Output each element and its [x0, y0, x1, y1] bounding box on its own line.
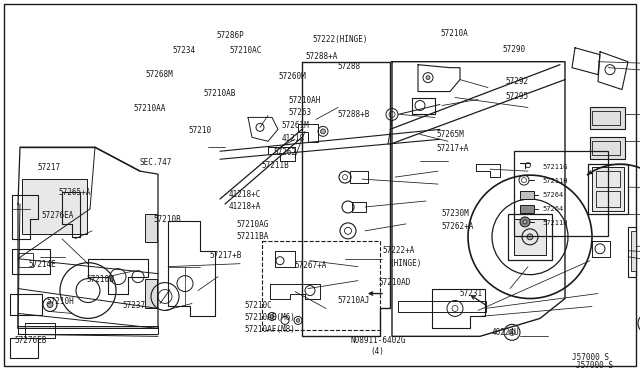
Bar — [145, 279, 157, 308]
Text: 57230M: 57230M — [442, 209, 469, 218]
Circle shape — [426, 76, 430, 80]
Text: 57260M: 57260M — [278, 72, 306, 81]
Text: 57262+A: 57262+A — [442, 222, 474, 231]
Text: 57210AA: 57210AA — [133, 105, 166, 113]
Text: SEC.747: SEC.747 — [140, 158, 172, 167]
Bar — [592, 141, 620, 155]
Bar — [590, 108, 625, 129]
Bar — [631, 231, 636, 271]
Text: 57211B: 57211B — [261, 161, 289, 170]
Text: 57276EB: 57276EB — [14, 336, 47, 345]
Text: 57263: 57263 — [288, 108, 311, 117]
Text: 57210AJ: 57210AJ — [338, 296, 371, 305]
Bar — [590, 137, 625, 159]
Text: 41218: 41218 — [282, 134, 305, 143]
Bar — [10, 338, 38, 358]
Text: 57264: 57264 — [542, 192, 563, 198]
Text: 57231: 57231 — [460, 289, 483, 298]
Text: 57210AF(M8): 57210AF(M8) — [244, 325, 295, 334]
Text: 57210A: 57210A — [440, 29, 468, 38]
Text: 57210H: 57210H — [46, 297, 74, 306]
Bar — [514, 151, 608, 236]
Text: 57288+B: 57288+B — [338, 110, 371, 119]
Text: 57265+A: 57265+A — [59, 188, 92, 197]
Bar — [592, 167, 624, 211]
Text: 57264: 57264 — [542, 206, 563, 212]
Text: 57210AC: 57210AC — [229, 46, 262, 55]
Text: 57295: 57295 — [506, 92, 529, 101]
Bar — [22, 179, 87, 234]
Bar — [596, 171, 620, 187]
Text: 57261M: 57261M — [282, 121, 309, 131]
Text: 57222(HINGE): 57222(HINGE) — [312, 35, 368, 44]
Circle shape — [47, 301, 53, 308]
Text: 57210AB: 57210AB — [204, 89, 236, 98]
Text: 57222+A: 57222+A — [383, 246, 415, 255]
Circle shape — [520, 217, 530, 227]
Text: 57211H: 57211H — [542, 178, 568, 184]
Bar — [145, 214, 157, 242]
Text: 57214E: 57214E — [29, 260, 56, 269]
Text: 57288: 57288 — [338, 62, 361, 71]
Circle shape — [527, 234, 533, 240]
Bar — [10, 294, 42, 315]
Text: 57290: 57290 — [502, 45, 525, 54]
Bar — [628, 227, 636, 277]
Text: 57210W: 57210W — [86, 275, 114, 284]
Bar — [514, 219, 546, 255]
Text: 41218+C: 41218+C — [229, 189, 262, 199]
Text: 57210C: 57210C — [244, 301, 272, 310]
Bar — [596, 191, 620, 207]
Circle shape — [511, 331, 513, 333]
Text: 41218+A: 41218+A — [229, 202, 262, 211]
Text: 57286P: 57286P — [216, 32, 244, 41]
Text: 57288+A: 57288+A — [306, 52, 339, 61]
Text: 57210AH: 57210AH — [288, 96, 321, 105]
Bar — [18, 253, 33, 267]
Text: 57267+A: 57267+A — [294, 261, 327, 270]
Text: 57210AD: 57210AD — [379, 278, 412, 287]
Text: 57217+B: 57217+B — [210, 251, 243, 260]
Text: 57211G: 57211G — [542, 164, 568, 170]
Text: 57210: 57210 — [189, 126, 212, 135]
Text: 40224U: 40224U — [492, 328, 519, 337]
Circle shape — [296, 318, 300, 322]
Bar — [520, 191, 534, 199]
Text: 57262: 57262 — [274, 148, 297, 157]
Bar — [262, 241, 380, 330]
Text: 57211H: 57211H — [542, 220, 568, 226]
Bar — [508, 214, 552, 260]
Text: 57210AG: 57210AG — [237, 220, 269, 229]
Text: 57234: 57234 — [173, 46, 196, 55]
Text: 57217: 57217 — [37, 163, 60, 172]
Text: 57276EA: 57276EA — [42, 211, 74, 220]
Bar — [398, 301, 486, 312]
Text: 57217+A: 57217+A — [436, 144, 469, 153]
Text: 57237: 57237 — [123, 301, 146, 310]
Text: 57265M: 57265M — [436, 130, 464, 139]
Text: 57211BA: 57211BA — [237, 232, 269, 241]
Bar — [588, 164, 628, 214]
Bar — [350, 171, 368, 183]
Text: 57210B: 57210B — [154, 215, 181, 224]
Bar — [520, 205, 534, 213]
Text: J57000 S: J57000 S — [576, 361, 613, 370]
Text: 57210AE(M6): 57210AE(M6) — [244, 313, 295, 322]
Text: 57292: 57292 — [506, 77, 529, 86]
Bar — [592, 112, 620, 125]
Circle shape — [270, 314, 274, 318]
Text: (4): (4) — [370, 347, 384, 356]
Text: N08911-6402G: N08911-6402G — [351, 336, 406, 345]
Text: J57000 S: J57000 S — [572, 353, 609, 362]
Bar — [352, 202, 366, 212]
Circle shape — [523, 220, 527, 224]
Circle shape — [321, 129, 326, 134]
Bar — [18, 326, 158, 334]
Text: (HINGE): (HINGE) — [389, 259, 422, 268]
Text: 57268M: 57268M — [146, 70, 173, 79]
